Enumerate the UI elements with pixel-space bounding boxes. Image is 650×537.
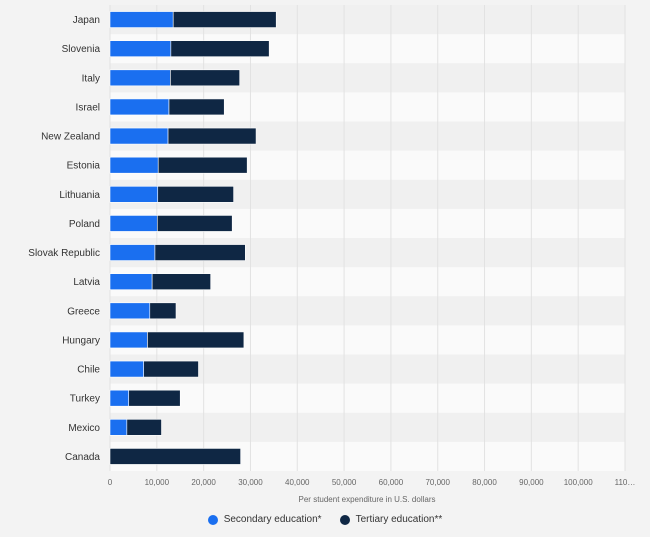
category-label: New Zealand: [41, 132, 100, 143]
bar-tertiary: [172, 11, 277, 28]
x-tick-label: 90,000: [519, 478, 544, 487]
x-tick-label: 100,000: [564, 478, 593, 487]
category-label: Hungary: [62, 335, 100, 346]
category-label: Chile: [77, 365, 100, 376]
bar-secondary: [109, 302, 151, 320]
bar-secondary: [109, 156, 159, 174]
x-tick-label: 60,000: [379, 478, 404, 487]
bar-secondary: [109, 215, 158, 232]
bar-secondary: [109, 127, 169, 145]
x-axis-title: Per student expenditure in U.S. dollars: [299, 495, 436, 504]
category-label: Greece: [67, 306, 100, 317]
category-label: Mexico: [68, 423, 100, 434]
legend-label-tertiary: Tertiary education**: [355, 514, 443, 525]
bar-tertiary: [126, 419, 162, 436]
bar-secondary: [109, 360, 145, 378]
bar-secondary: [109, 273, 153, 290]
bar-secondary: [109, 186, 159, 203]
category-label: Slovenia: [62, 44, 101, 55]
x-tick-label: 20,000: [191, 478, 216, 487]
bar-tertiary: [109, 448, 241, 465]
x-tick-label: 10,000: [145, 478, 170, 487]
x-tick-label: 110…: [615, 478, 636, 487]
bar-tertiary: [167, 127, 257, 145]
category-label: Poland: [69, 219, 100, 230]
chart: Japan Slovenia Italy Israel New Zealand Eston…: [28, 5, 636, 504]
row-band: [110, 296, 625, 326]
legend-label-secondary: Secondary education*: [223, 514, 322, 525]
category-label: Lithuania: [59, 190, 100, 201]
legend: Secondary education* Tertiary education*…: [0, 514, 650, 525]
bar-tertiary: [170, 69, 240, 87]
bar-secondary: [109, 244, 156, 261]
category-label: Italy: [82, 73, 100, 84]
x-tick-label: 0: [108, 478, 113, 487]
category-label: Latvia: [73, 277, 100, 288]
legend-dot-tertiary: [339, 514, 350, 525]
category-label: Canada: [65, 452, 100, 463]
x-tick-label: 80,000: [472, 478, 497, 487]
bar-tertiary: [170, 40, 270, 57]
bar-secondary: [109, 389, 130, 407]
bar-tertiary: [143, 360, 199, 378]
legend-item-secondary[interactable]: Secondary education*: [207, 514, 322, 525]
bar-tertiary: [157, 186, 234, 203]
category-label: Turkey: [70, 394, 100, 405]
row-band: [110, 412, 625, 442]
bar-secondary: [109, 98, 170, 116]
legend-item-tertiary[interactable]: Tertiary education**: [339, 514, 443, 525]
category-label: Slovak Republic: [28, 248, 100, 259]
category-label: Estonia: [67, 161, 101, 172]
bar-tertiary: [157, 156, 248, 174]
category-label: Japan: [73, 15, 100, 26]
bar-secondary: [109, 419, 128, 436]
x-tick-label: 40,000: [285, 478, 310, 487]
legend-dot-secondary: [207, 514, 218, 525]
x-tick-label: 30,000: [238, 478, 263, 487]
bar-tertiary: [128, 389, 181, 407]
x-tick-label: 70,000: [425, 478, 450, 487]
bar-tertiary: [156, 215, 233, 232]
bar-secondary: [109, 40, 172, 57]
bar-tertiary: [149, 302, 177, 320]
bar-tertiary: [151, 273, 211, 290]
bar-tertiary: [147, 331, 245, 349]
bar-tertiary: [168, 98, 225, 116]
bar-secondary: [109, 331, 148, 349]
bar-tertiary: [154, 244, 246, 261]
category-label: Israel: [76, 102, 100, 113]
x-tick-label: 50,000: [332, 478, 357, 487]
bar-secondary: [109, 69, 171, 87]
bar-secondary: [109, 11, 174, 28]
